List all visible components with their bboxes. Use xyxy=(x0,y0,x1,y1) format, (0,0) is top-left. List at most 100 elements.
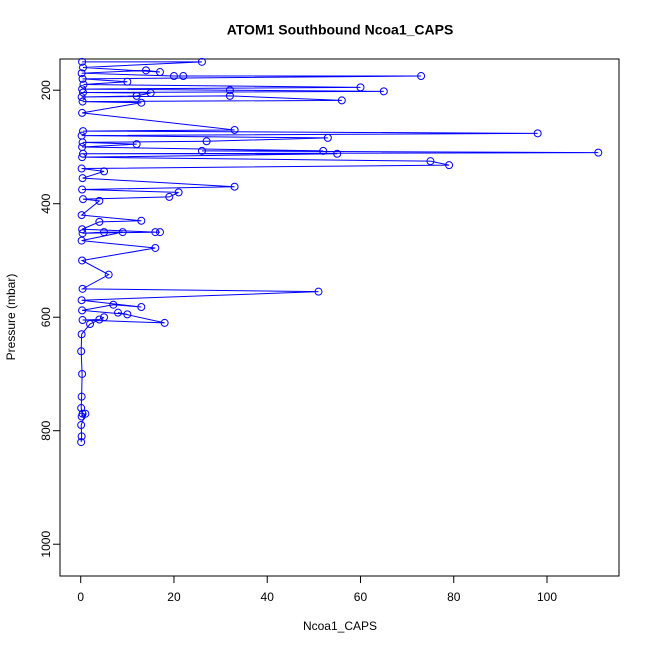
data-point xyxy=(118,228,127,237)
data-point xyxy=(77,392,86,401)
data-point xyxy=(78,256,87,265)
data-point xyxy=(78,225,87,234)
y-axis-label: Pressure (mbar) xyxy=(4,274,18,361)
data-point xyxy=(79,127,88,136)
data-point xyxy=(78,74,87,83)
data-point xyxy=(78,153,87,162)
x-axis-label: Ncoa1_CAPS xyxy=(303,619,377,633)
data-point xyxy=(132,91,141,100)
data-point xyxy=(77,330,86,339)
y-tick-label: 400 xyxy=(39,193,53,213)
data-point xyxy=(78,284,87,293)
data-point xyxy=(426,157,435,166)
data-point xyxy=(319,146,328,155)
data-point xyxy=(77,347,86,356)
data-point xyxy=(78,369,87,378)
data-point xyxy=(77,432,86,441)
y-tick-label: 800 xyxy=(39,420,53,440)
data-point xyxy=(155,68,164,77)
data-point xyxy=(79,149,88,158)
data-point xyxy=(333,149,342,158)
data-point xyxy=(79,63,88,72)
data-point xyxy=(197,146,206,155)
data-point xyxy=(77,211,86,220)
data-point xyxy=(151,228,160,237)
data-point xyxy=(81,409,90,418)
data-point xyxy=(79,88,88,97)
data-point xyxy=(160,318,169,327)
y-tick-label: 600 xyxy=(39,307,53,327)
data-point xyxy=(95,217,104,226)
data-point xyxy=(104,270,113,279)
data-point xyxy=(78,174,87,183)
data-point xyxy=(337,96,346,105)
data-point xyxy=(165,192,174,201)
x-tick-label: 40 xyxy=(261,590,275,604)
x-tick-label: 80 xyxy=(447,590,461,604)
data-point xyxy=(109,300,118,309)
data-point xyxy=(533,129,542,138)
data-point xyxy=(202,137,211,146)
x-tick-label: 0 xyxy=(77,590,84,604)
data-point xyxy=(137,216,146,225)
chart-title: ATOM1 Southbound Ncoa1_CAPS xyxy=(227,22,454,38)
y-tick-label: 1000 xyxy=(39,531,53,558)
data-point xyxy=(78,108,87,117)
data-point xyxy=(78,185,87,194)
data-point xyxy=(77,438,86,447)
data-point xyxy=(417,72,426,81)
data-point xyxy=(77,236,86,245)
data-point xyxy=(95,196,104,205)
data-line xyxy=(80,61,599,443)
data-point xyxy=(141,66,150,75)
data-point xyxy=(78,57,87,66)
x-tick-label: 100 xyxy=(537,590,557,604)
data-point xyxy=(77,404,86,413)
data-point xyxy=(79,80,88,89)
data-point xyxy=(594,148,603,157)
data-point xyxy=(146,89,155,98)
data-point xyxy=(137,303,146,312)
data-point xyxy=(174,188,183,197)
data-point xyxy=(77,164,86,173)
data-point xyxy=(78,85,87,94)
data-point xyxy=(179,72,188,81)
data-point xyxy=(314,287,323,296)
data-point xyxy=(86,320,95,329)
data-point xyxy=(155,228,164,237)
data-point xyxy=(123,310,132,319)
data-point xyxy=(323,133,332,142)
data-point xyxy=(78,306,87,315)
x-tick-label: 60 xyxy=(354,590,368,604)
data-point xyxy=(230,182,239,191)
data-point xyxy=(100,313,109,322)
data-point xyxy=(445,161,454,170)
data-point xyxy=(78,316,87,325)
data-point xyxy=(78,138,87,147)
data-point xyxy=(77,69,86,78)
data-point xyxy=(114,308,123,317)
data-point xyxy=(95,315,104,324)
y-tick-label: 200 xyxy=(39,80,53,100)
data-point xyxy=(78,97,87,106)
data-point xyxy=(100,167,109,176)
data-point xyxy=(356,83,365,92)
data-point xyxy=(137,98,146,107)
data-point xyxy=(77,296,86,305)
data-point xyxy=(100,228,109,237)
data-point xyxy=(225,91,234,100)
data-point xyxy=(77,93,86,102)
data-point xyxy=(230,125,239,134)
data-point xyxy=(225,86,234,95)
data-point xyxy=(79,195,88,204)
data-point xyxy=(123,77,132,86)
data-point xyxy=(197,57,206,66)
data-point xyxy=(77,421,86,430)
data-point xyxy=(151,243,160,252)
data-point xyxy=(132,140,141,149)
data-point xyxy=(169,72,178,81)
data-point xyxy=(379,87,388,96)
